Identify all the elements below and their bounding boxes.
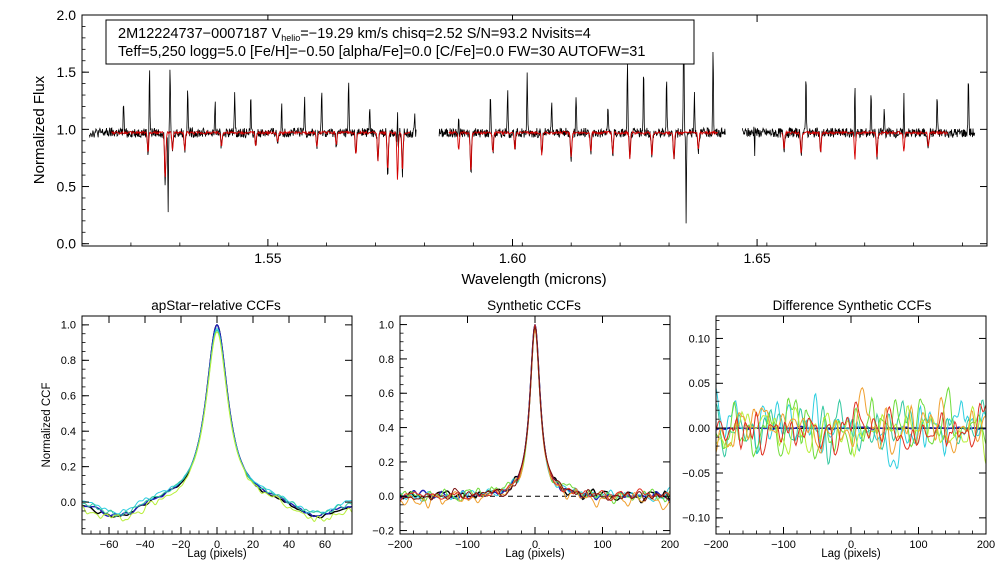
spectrum-model-line <box>781 129 949 160</box>
apstar-ccf-axes-frame <box>81 315 353 535</box>
ccf2-ytick-label: −0.2 <box>372 525 394 537</box>
spectrum-ytick-label: 0.0 <box>57 236 77 252</box>
ccf2-ytick-label: 0.4 <box>379 422 394 434</box>
ccf3-xtick-label: −200 <box>704 539 729 551</box>
spectrum-xtick-label: 1.60 <box>499 250 526 266</box>
ccf3-xtick-label: 0 <box>848 539 854 551</box>
ccf-series-line <box>82 327 352 515</box>
spectrum-ytick-label: 1.5 <box>57 64 77 80</box>
ccf-series-line <box>400 326 670 502</box>
ccf2-xtick-label: 200 <box>661 539 679 551</box>
ccf2-xtick-label: −100 <box>455 539 480 551</box>
ccf-series-line <box>82 323 352 519</box>
difference-ccf-ticks: −200 −100 0 100 200 −0.10 −0.05 0.00 0.05 0.10 <box>682 316 995 551</box>
spectrum-annotation-box <box>105 19 695 65</box>
apstar-ccf-title: apStar−relative CCFs <box>151 298 281 313</box>
ccf3-xtick-label: 100 <box>909 539 927 551</box>
ccf3-ytick-label: 0.00 <box>689 423 710 435</box>
ccf-series-line <box>400 324 670 504</box>
ccf-series-line <box>400 327 670 503</box>
spectrum-ytick-label: 0.5 <box>57 178 77 194</box>
ccf-series-line <box>82 331 352 523</box>
spectrum-panel: 1.55 1.60 1.65 0.0 0.5 1.0 1.5 2.0 2M12224737−0… <box>31 7 988 288</box>
spectrum-model-line <box>111 129 411 180</box>
apstar-ccf-panel: apStar−relative CCFs −60 −40 −20 0 20 40 60 0.0… <box>41 298 353 560</box>
difference-ccf-xlabel: Lag (pixels) <box>821 548 881 560</box>
ccf3-xtick-label: 200 <box>977 539 995 551</box>
synthetic-ccf-title: Synthetic CCFs <box>487 298 581 313</box>
ccf2-xtick-label: 0 <box>532 539 538 551</box>
apstar-ccf-traces <box>82 323 352 523</box>
spectrum-ytick-label: 2.0 <box>57 7 77 23</box>
ccf2-xtick-label: 100 <box>593 539 611 551</box>
synthetic-ccf-ticks: −200 −100 0 100 200 −0.2 0.0 0.2 0.4 0.6 0.8 1.0 <box>372 315 679 551</box>
ccf1-xtick-label: 20 <box>247 539 259 551</box>
ccf1-ytick-label: 0.0 <box>61 497 76 509</box>
ccf1-ytick-label: 0.8 <box>61 355 76 367</box>
synthetic-ccf-panel: Synthetic CCFs −200 −100 0 100 200 −0.2 0.0 0.2… <box>372 298 679 560</box>
ccf-series-group <box>400 324 670 511</box>
spectrum-ticks: 1.55 1.60 1.65 0.0 0.5 1.0 1.5 2.0 <box>57 7 987 266</box>
ccf1-ytick-label: 1.0 <box>61 320 76 332</box>
apstar-ccf-xlabel: Lag (pixels) <box>187 548 247 560</box>
spectrum-annotation-line2: Teff=5,250 logg=5.0 [Fe/H]=−0.50 [alpha/… <box>118 44 645 60</box>
ccf-series-line <box>716 386 986 460</box>
ccf-series-line <box>82 323 352 518</box>
spectrum-observed-line <box>742 81 976 160</box>
ccf1-xtick-label: −40 <box>136 539 155 551</box>
ccf-series-group <box>82 323 352 523</box>
ccf-series-line <box>82 329 352 517</box>
ccf2-ytick-label: 0.0 <box>379 491 394 503</box>
ccf-series-line <box>716 405 986 465</box>
ccf3-ytick-label: −0.05 <box>682 468 710 480</box>
spectrum-axes-frame <box>81 14 988 247</box>
ccf-series-line <box>400 324 670 504</box>
spectrum-observed-line <box>88 69 417 213</box>
spectrum-xlabel: Wavelength (microns) <box>461 271 606 288</box>
spectrum-model-group <box>111 129 949 180</box>
ccf1-xtick-label: −20 <box>172 539 191 551</box>
ccf-series-group <box>716 386 986 470</box>
ccf3-xtick-label: −100 <box>771 539 796 551</box>
spectrum-xtick-label: 1.65 <box>743 250 770 266</box>
ccf2-ytick-label: 0.6 <box>379 388 394 400</box>
ccf-series-line <box>400 329 670 511</box>
spectrum-model-line <box>448 129 719 171</box>
spectrum-ylabel: Normalized Flux <box>31 75 48 184</box>
ccf1-ytick-label: 0.6 <box>61 391 76 403</box>
spectrum-xtick-label: 1.55 <box>254 250 281 266</box>
spectrum-annotation-line1: 2M12224737−0007187 Vhelio=−19.29 km/s ch… <box>118 26 591 43</box>
ccf1-ytick-label: 0.2 <box>61 462 76 474</box>
ccf2-ytick-label: 0.2 <box>379 457 394 469</box>
difference-ccf-traces <box>716 386 986 470</box>
apstar-ccf-ylabel: Normalized CCF <box>41 383 53 468</box>
ccf-series-line <box>716 401 986 456</box>
spectrum-ytick-label: 1.0 <box>57 121 77 137</box>
synthetic-ccf-traces <box>400 324 670 511</box>
ccf3-ytick-label: 0.05 <box>689 378 710 390</box>
ccf1-xtick-label: 40 <box>283 539 295 551</box>
apstar-ccf-ticks: −60 −40 −20 0 20 40 60 0.0 0.2 0.4 0.6 0.8 1.0 <box>61 315 353 551</box>
spectrum-traces <box>88 25 976 224</box>
ccf1-xtick-label: 0 <box>214 539 220 551</box>
ccf2-xtick-label: −200 <box>388 539 413 551</box>
ccf-series-line <box>400 327 670 505</box>
ccf3-ytick-label: −0.10 <box>682 513 710 525</box>
ccf2-ytick-label: 0.8 <box>379 354 394 366</box>
synthetic-ccf-xlabel: Lag (pixels) <box>505 548 565 560</box>
ccf1-xtick-label: −60 <box>100 539 119 551</box>
ccf-series-line <box>716 386 986 455</box>
ccf3-ytick-label: 0.10 <box>689 333 710 345</box>
ccf2-ytick-label: 1.0 <box>379 319 394 331</box>
ccf-series-line <box>400 324 670 502</box>
difference-ccf-title: Difference Synthetic CCFs <box>773 298 932 313</box>
difference-ccf-panel: Difference Synthetic CCFs −200 −100 0 100 20… <box>682 298 995 560</box>
ccf1-ytick-label: 0.4 <box>61 426 76 438</box>
ccf1-xtick-label: 60 <box>319 539 331 551</box>
